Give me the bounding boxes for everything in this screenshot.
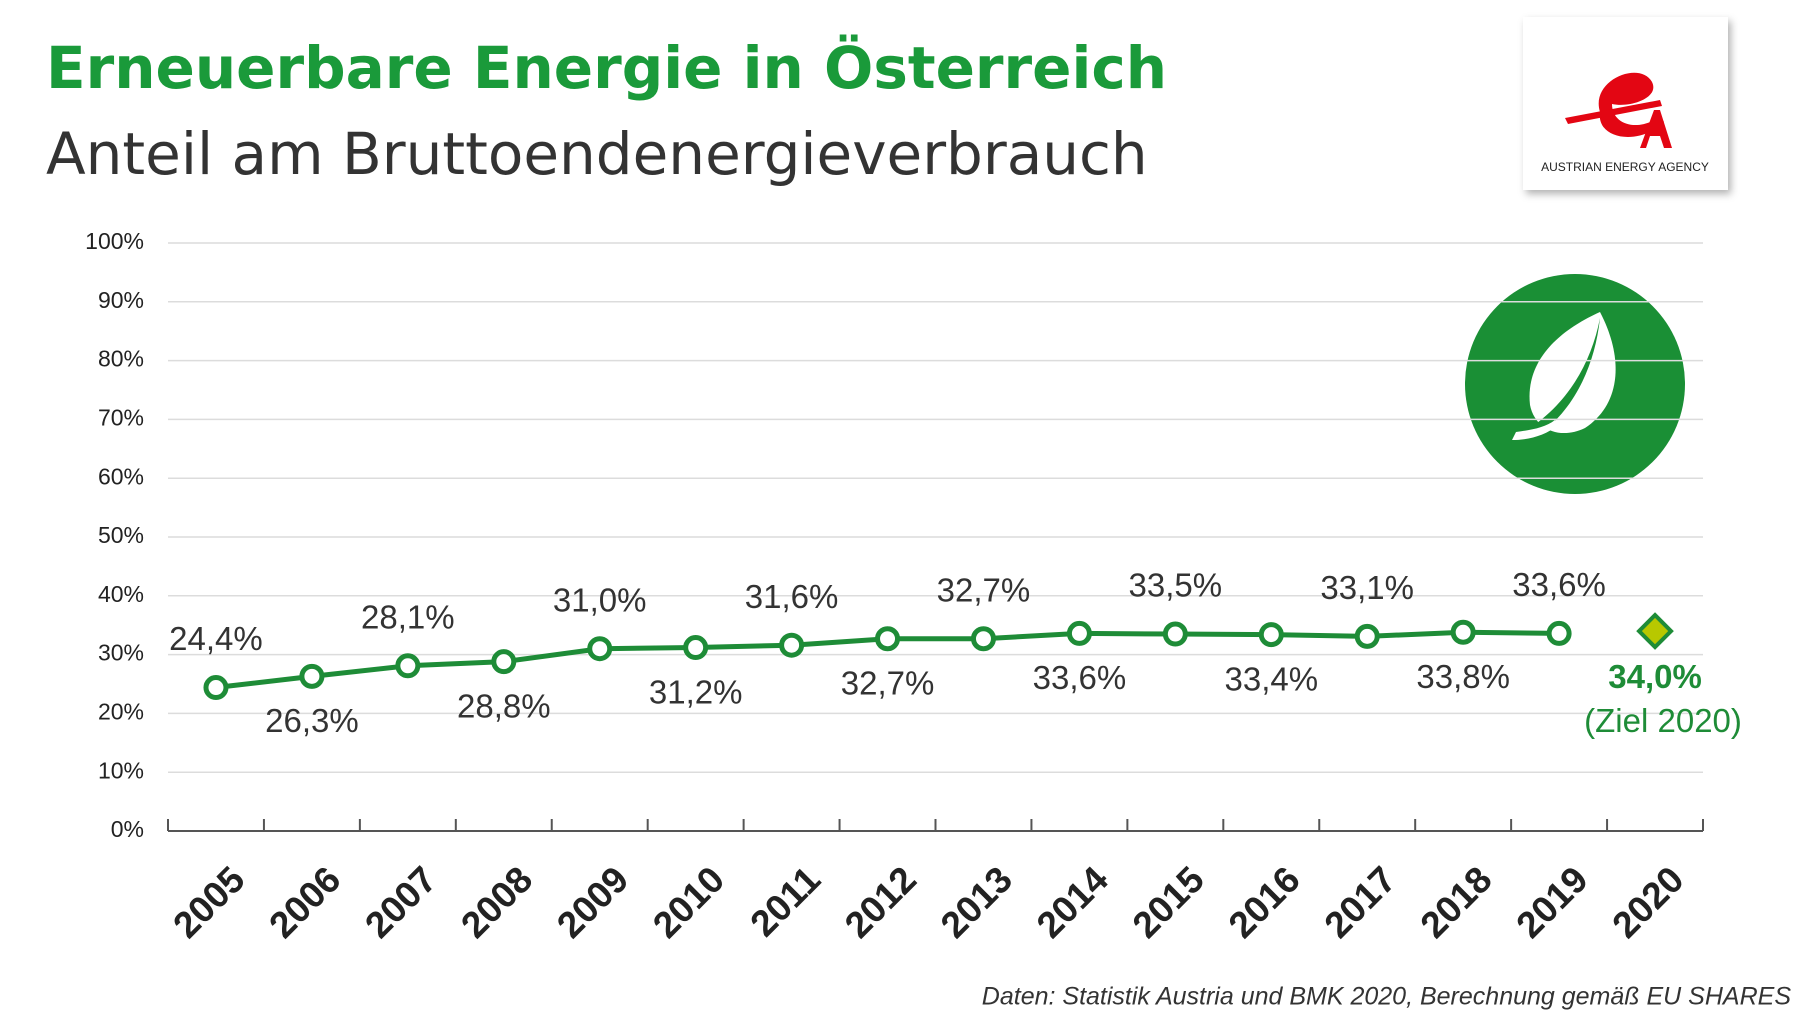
data-label: 31,2% [649, 673, 743, 710]
y-tick-label: 0% [111, 816, 144, 842]
logo-a [1640, 110, 1672, 148]
point-marker [395, 653, 421, 679]
source-note: Daten: Statistik Austria und BMK 2020, B… [982, 983, 1792, 1011]
logo-e [1598, 72, 1664, 137]
x-tick-label: 2019 [1508, 859, 1595, 946]
x-tick-label: 2012 [837, 859, 924, 946]
point-marker [1450, 619, 1476, 645]
y-tick-label: 70% [98, 404, 144, 430]
x-tick-label: 2015 [1125, 859, 1212, 946]
data-label: 33,6% [1033, 659, 1127, 696]
data-label: 26,3% [265, 702, 359, 739]
point-marker [683, 635, 709, 661]
point-marker [491, 649, 517, 675]
y-tick-label: 40% [98, 581, 144, 607]
data-label: 33,5% [1129, 567, 1223, 604]
data-label: 31,0% [553, 581, 647, 618]
target-label: 34,0% [1608, 658, 1702, 695]
x-tick-label: 2009 [549, 859, 636, 946]
chart-title: Erneuerbare Energie in Österreich [46, 33, 1167, 102]
target-name: (Ziel 2020) [1584, 702, 1742, 739]
leaf-stem [1512, 420, 1558, 440]
x-tick-label: 2007 [357, 859, 444, 946]
point-marker [1354, 623, 1380, 649]
y-tick-label: 20% [98, 698, 144, 724]
y-tick-label: 80% [98, 346, 144, 372]
chart-subtitle: Anteil am Bruttoendenergieverbrauch [46, 120, 1148, 188]
point-marker [875, 626, 901, 652]
x-tick-label: 2016 [1221, 859, 1308, 946]
y-tick-label: 60% [98, 463, 144, 489]
y-tick-label: 90% [98, 287, 144, 313]
data-label: 33,8% [1416, 658, 1510, 695]
data-label: 31,6% [745, 578, 839, 615]
data-label: 32,7% [937, 571, 1031, 608]
logo: AUSTRIAN ENERGY AGENCY [1523, 17, 1728, 190]
logo-text: AUSTRIAN ENERGY AGENCY [1541, 160, 1709, 174]
point-marker [299, 663, 325, 689]
data-label: 33,6% [1512, 566, 1606, 603]
target-marker [1636, 612, 1674, 650]
y-tick-label: 50% [98, 522, 144, 548]
y-tick-label: 100% [85, 228, 144, 254]
x-tick-label: 2014 [1029, 858, 1116, 945]
point-marker [1546, 620, 1572, 646]
x-tick-label: 2006 [261, 859, 348, 946]
x-tick-label: 2011 [742, 859, 828, 945]
x-tick-label: 2017 [1317, 859, 1404, 946]
logo-swoosh [1565, 100, 1662, 124]
leaf-icon [1465, 274, 1685, 494]
leaf-vein [1512, 318, 1600, 441]
point-marker [970, 626, 996, 652]
data-label: 28,1% [361, 598, 455, 635]
x-tick-label: 2020 [1604, 859, 1691, 946]
y-tick-label: 30% [98, 640, 144, 666]
point-marker [1066, 620, 1092, 646]
data-label: 33,4% [1224, 660, 1318, 697]
y-tick-label: 10% [98, 757, 144, 783]
x-tick-label: 2018 [1413, 859, 1500, 946]
x-tick-label: 2010 [645, 859, 732, 946]
x-tick-label: 2008 [453, 859, 540, 946]
x-tick-label: 2005 [165, 859, 252, 946]
point-marker [1258, 622, 1284, 648]
data-label: 28,8% [457, 687, 551, 724]
point-marker [587, 636, 613, 662]
data-label: 24,4% [169, 620, 263, 657]
x-tick-label: 2013 [933, 859, 1020, 946]
point-marker [203, 675, 229, 701]
point-marker [779, 632, 805, 658]
data-label: 32,7% [841, 664, 935, 701]
data-label: 33,1% [1320, 569, 1414, 606]
point-marker [1162, 621, 1188, 647]
